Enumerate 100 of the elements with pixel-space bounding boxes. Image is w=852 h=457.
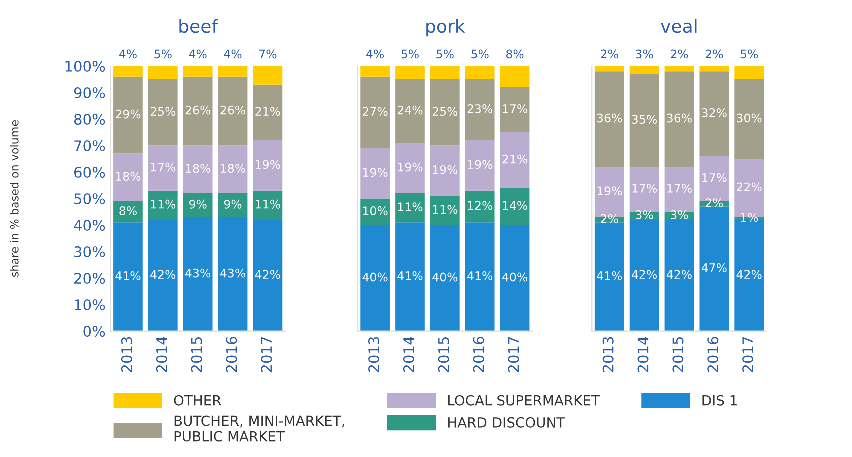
data-label: 11%	[398, 202, 423, 212]
bar	[500, 66, 530, 88]
data-label: 27%	[363, 107, 388, 116]
data-label: 43%	[186, 268, 211, 278]
data-label: 2%	[601, 50, 618, 59]
data-label: 32%	[702, 108, 727, 118]
legend-label: LOCAL SUPERMARKET	[448, 395, 600, 406]
bar	[183, 66, 213, 77]
bar	[183, 217, 213, 332]
bar	[500, 225, 530, 332]
data-label: 7%	[260, 50, 277, 59]
bar	[253, 140, 283, 191]
data-label: 18%	[186, 164, 211, 174]
chart-title: veal	[661, 19, 697, 34]
data-label: 19%	[433, 165, 458, 174]
bar	[114, 66, 143, 77]
data-label: 36%	[597, 114, 622, 123]
data-label: 14%	[503, 201, 528, 210]
legend-label: HARD DISCOUNT	[448, 417, 566, 428]
x-tick-label: 2014	[638, 337, 649, 372]
bar	[664, 72, 694, 167]
bar	[396, 66, 425, 80]
bar	[218, 66, 248, 77]
bar	[183, 193, 213, 218]
bar	[594, 66, 624, 72]
bar	[630, 66, 660, 74]
data-label: 41%	[398, 271, 423, 280]
data-label: 42%	[150, 270, 176, 280]
bar	[148, 80, 178, 146]
bar	[465, 190, 495, 223]
bar	[114, 154, 143, 202]
data-label: 19%	[598, 186, 622, 196]
data-label: 11%	[256, 200, 280, 209]
x-tick-label: 2015	[672, 337, 684, 372]
bar	[500, 132, 530, 188]
x-tick-label: 2015	[438, 337, 450, 372]
y-axis-title: share in % based on volume	[10, 120, 19, 278]
data-label: 4%	[189, 50, 207, 59]
bar	[630, 74, 660, 167]
bar	[465, 140, 495, 191]
data-label: 3%	[636, 210, 654, 220]
data-label: 30%	[737, 114, 762, 123]
y-tick-label: 0%	[84, 326, 106, 338]
data-label: 17%	[632, 184, 658, 193]
data-label: 19%	[363, 168, 388, 178]
bar	[148, 190, 178, 220]
bar	[700, 72, 730, 156]
chart-title: beef	[180, 19, 218, 34]
bar	[253, 66, 283, 85]
data-label: 21%	[502, 154, 528, 164]
x-tick-label: 2016	[708, 337, 719, 372]
x-tick-label: 2013	[602, 337, 614, 372]
data-label: 42%	[736, 270, 762, 280]
data-label: 5%	[402, 50, 419, 59]
bar	[700, 66, 730, 72]
bar	[253, 190, 283, 220]
x-tick-label: 2014	[156, 337, 168, 372]
data-label: 3%	[671, 210, 688, 220]
x-tick-label: 2016	[473, 337, 484, 372]
y-tick-label: 100%	[66, 60, 106, 72]
data-label: 29%	[116, 110, 141, 119]
data-label: 42%	[666, 270, 692, 280]
x-tick-label: 2015	[191, 337, 202, 372]
data-label: 25%	[432, 107, 458, 116]
bar	[734, 80, 764, 160]
bar	[218, 146, 248, 194]
data-label: 3%	[636, 50, 654, 59]
data-label: 5%	[472, 50, 489, 59]
data-label: 19%	[256, 160, 280, 170]
bar	[465, 222, 495, 332]
data-label: 10%	[363, 206, 388, 216]
bar	[148, 220, 178, 332]
bar	[396, 193, 425, 223]
data-label: 4%	[119, 50, 137, 59]
y-tick-label: 60%	[74, 167, 106, 178]
bar	[430, 225, 460, 332]
bar	[148, 146, 178, 191]
bar	[253, 84, 283, 140]
bar	[396, 222, 425, 332]
data-label: 35%	[632, 115, 658, 124]
data-label: 9%	[189, 200, 207, 209]
data-label: 17%	[503, 104, 528, 114]
bar	[396, 80, 425, 144]
data-label: 8%	[120, 206, 137, 216]
bar	[218, 217, 248, 332]
data-label: 8%	[506, 50, 524, 59]
bar	[114, 201, 143, 223]
data-label: 19%	[468, 160, 493, 170]
bar	[430, 66, 460, 80]
bar	[218, 193, 248, 218]
bar	[360, 76, 390, 148]
data-label: 40%	[502, 272, 528, 282]
data-label: 18%	[221, 164, 246, 174]
y-tick-label: 10%	[75, 300, 106, 311]
bar	[360, 148, 390, 199]
data-label: 19%	[398, 162, 423, 172]
data-label: 21%	[256, 107, 280, 116]
x-tick-label: 2017	[508, 337, 520, 372]
data-label: 5%	[436, 50, 454, 59]
bar	[114, 222, 143, 332]
